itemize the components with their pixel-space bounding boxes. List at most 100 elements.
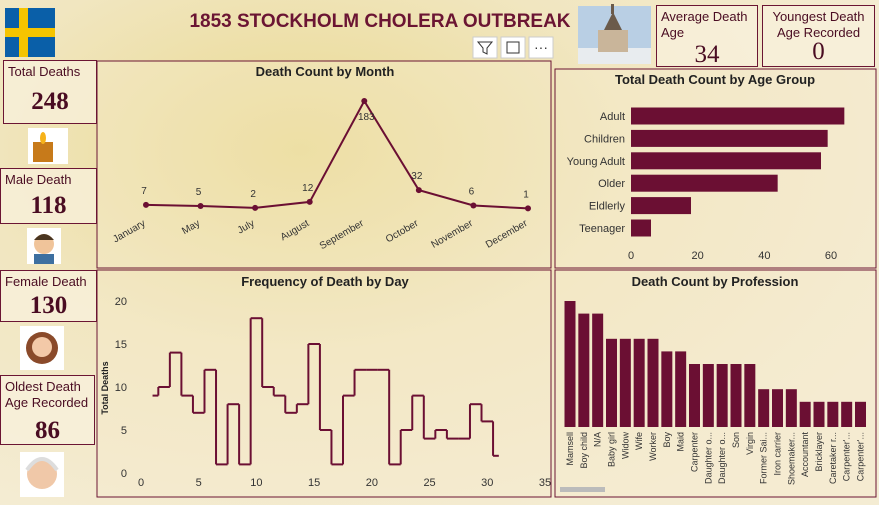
x-tick-label: 0 [138, 477, 144, 489]
kpi-value: 118 [30, 192, 67, 219]
kpi-card: Total Deaths 248 [3, 60, 97, 124]
kpi-card: Average Death Age 34 [656, 5, 758, 68]
kpi-label: Male Death [5, 172, 72, 187]
bar [661, 351, 673, 427]
kpi-value: 0 [812, 38, 825, 65]
toolbar[interactable]: ··· [472, 36, 554, 59]
x-tick-label: Baby girl [607, 432, 617, 467]
scrollbar[interactable] [560, 487, 605, 492]
x-tick-label: 15 [308, 477, 320, 489]
x-tick-label: 5 [196, 477, 202, 489]
x-tick-label: Boy child [579, 432, 589, 469]
x-tick-label: Former Sai... [759, 432, 769, 484]
x-tick-label: Widow [620, 432, 630, 460]
bar [619, 338, 631, 427]
svg-text:···: ··· [534, 39, 548, 55]
x-tick-label: 60 [825, 250, 837, 262]
line [145, 98, 529, 210]
kpi-label: Oldest Death Age Recorded [5, 379, 89, 410]
bar [855, 401, 866, 427]
female-avatar [20, 326, 64, 370]
point [306, 198, 313, 205]
y-tick-label: Adult [600, 111, 625, 123]
bar [633, 338, 645, 427]
point [470, 202, 477, 209]
bar [702, 364, 714, 427]
bar [675, 351, 687, 427]
y-tick-label: Eldlerly [589, 201, 626, 213]
x-tick-label: 35 [539, 477, 551, 489]
data-label: 7 [141, 186, 147, 197]
kpi-card: Female Death 130 [0, 270, 97, 322]
bar [730, 364, 742, 427]
x-tick-label: Son [731, 432, 741, 448]
x-tick-label: Caretaker r... [828, 432, 838, 484]
point [525, 205, 531, 212]
bar [785, 389, 797, 427]
candle-icon [28, 128, 68, 164]
y-tick-label: 0 [121, 468, 127, 480]
x-tick-label: Worker [648, 432, 658, 461]
point [252, 204, 259, 211]
data-label: 2 [250, 189, 256, 200]
x-tick-label: Wife [634, 432, 644, 450]
bar [631, 197, 691, 215]
bar [631, 107, 845, 125]
bar [592, 313, 604, 427]
x-tick-label: Daughter o... [703, 432, 713, 484]
kpi-value: 130 [29, 292, 68, 319]
x-tick-label: 30 [481, 477, 493, 489]
bar [689, 364, 700, 427]
church-photo [578, 4, 651, 64]
bar [772, 389, 783, 427]
kpi-value: 248 [31, 88, 69, 115]
y-tick-label: Young Adult [567, 156, 625, 168]
male-avatar [27, 228, 61, 264]
bar [647, 338, 659, 427]
bar [631, 174, 778, 192]
bar [813, 401, 825, 427]
point [415, 187, 422, 194]
kpi-card: Youngest Death Age Recorded 0 [762, 5, 875, 67]
bar [758, 389, 770, 427]
kpi-value: 86 [35, 417, 60, 444]
bar [744, 364, 756, 427]
x-tick-label: Carpenter'... [856, 432, 866, 481]
x-tick-label: Accountant [800, 432, 810, 478]
x-tick-label: Mamsell [565, 432, 575, 466]
x-tick-label: 20 [692, 250, 704, 262]
bar [631, 152, 821, 170]
kpi-value: 34 [694, 41, 720, 68]
x-tick-label: 25 [423, 477, 435, 489]
x-tick-label: Bricklayer [814, 432, 824, 472]
flag [5, 8, 55, 57]
kpi-card: Male Death 118 [0, 168, 97, 224]
y-tick-label: Teenager [579, 223, 625, 235]
y-tick-label: 10 [115, 382, 127, 394]
chart-title: Frequency of Death by Day [241, 274, 409, 289]
kpi-card: Oldest Death Age Recorded 86 [0, 375, 95, 445]
x-tick-label: 10 [250, 477, 262, 489]
chart-title: Total Death Count by Age Group [615, 72, 815, 87]
x-tick-label: 0 [628, 250, 634, 262]
x-tick-label: Shoemaker... [786, 432, 796, 485]
bar [827, 401, 839, 427]
data-label: 183 [358, 112, 375, 123]
x-tick-label: Carpenter [690, 432, 700, 472]
point [361, 98, 368, 104]
x-tick-label: 20 [366, 477, 378, 489]
y-tick-label: 20 [115, 296, 127, 308]
y-axis-label: Total Deaths [100, 361, 110, 414]
x-tick-label: Daughter o... [717, 432, 727, 484]
x-tick-label: Carpenter'... [842, 432, 852, 481]
bar [606, 338, 617, 427]
data-label: 32 [411, 171, 423, 182]
bar [631, 129, 828, 147]
panel [96, 60, 552, 269]
x-tick-label: N/A [593, 432, 603, 447]
kpi-label: Youngest Death Age Recorded [772, 9, 865, 40]
x-tick-label: Virgin [745, 432, 755, 455]
y-tick-label: 5 [121, 425, 127, 437]
